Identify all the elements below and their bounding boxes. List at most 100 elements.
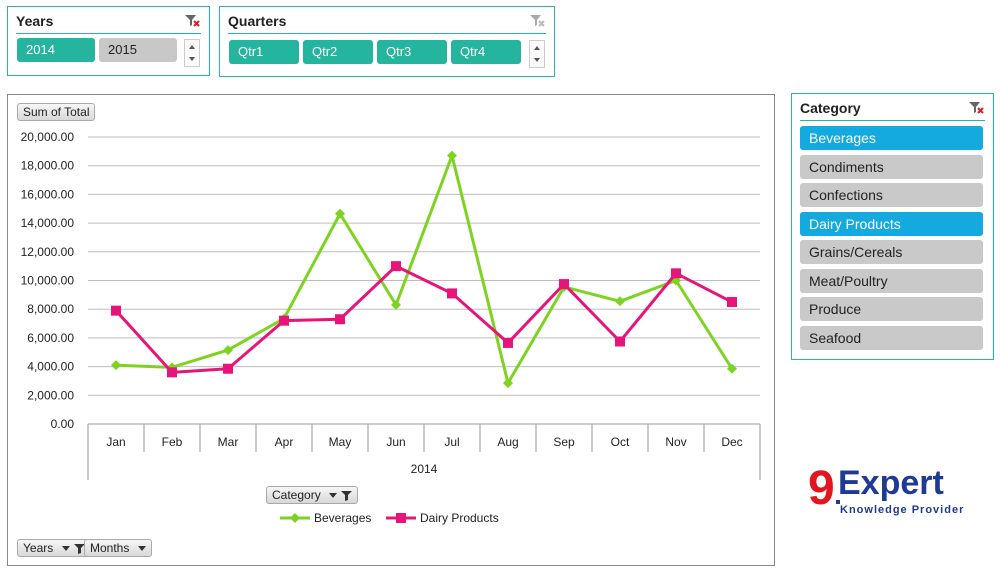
dropdown-icon [137,546,146,552]
quarters-slicer-header: Quarters [228,11,546,34]
y-tick-label: 18,000.00 [21,159,75,173]
category-produce-button[interactable]: Produce [800,297,983,321]
x-tick-label: Feb [162,435,183,449]
category-meat-poultry-button[interactable]: Meat/Poultry [800,269,983,293]
x-tick-label: Jul [444,435,459,449]
data-point-marker [111,360,121,371]
months-axis-field-label: Months [90,541,130,555]
series-line [115,154,734,385]
years-axis-field-label: Years [23,541,54,555]
legend-label: Beverages [314,511,371,525]
data-point-marker [503,337,513,348]
y-tick-label: 0.00 [51,417,75,431]
category-confections-button[interactable]: Confections [800,183,983,207]
x-tick-label: Aug [497,435,518,449]
y-tick-label: 14,000.00 [21,216,75,230]
x-tick-label: Jan [106,435,125,449]
data-point-marker [503,378,513,389]
category-condiments-button[interactable]: Condiments [800,155,983,179]
data-point-marker [559,279,569,290]
y-tick-label: 2,000.00 [27,388,74,402]
years-scrollbar[interactable] [184,39,200,67]
quarters-slicer-title: Quarters [228,13,287,29]
legend-field-label: Category [272,488,321,502]
category-beverages-button[interactable]: Beverages [800,126,983,150]
data-point-marker [223,363,233,374]
data-point-marker [447,150,457,161]
x-tick-label: Dec [721,435,742,449]
data-point-marker [335,208,345,219]
pivot-chart: Sum of Total 0.00 2,000.00 4,000.00 6,000.0… [7,94,775,566]
data-point-marker [615,336,625,347]
data-point-marker [727,297,737,308]
data-point-marker [223,345,233,356]
quarter-qtr3-button[interactable]: Qtr3 [377,40,447,64]
y-tick-label: 8,000.00 [27,302,74,316]
quarter-qtr4-button[interactable]: Qtr4 [451,40,521,64]
y-tick-label: 10,000.00 [21,274,75,288]
data-point-marker [671,268,681,279]
months-axis-field-button[interactable]: Months [84,539,152,557]
dropdown-icon [61,546,70,552]
year-2015-button[interactable]: 2015 [99,38,177,62]
logo-brand: Expert [838,464,944,502]
filter-icon [341,491,353,502]
category-seafood-button[interactable]: Seafood [800,326,983,350]
y-tick-label: 6,000.00 [27,331,74,345]
value-field-button[interactable]: Sum of Total [17,103,96,121]
data-point-marker [727,363,737,374]
years-slicer: Years 2014 2015 [7,6,210,76]
data-point-marker [279,315,289,326]
dropdown-icon [329,493,338,499]
data-point-marker [447,288,457,299]
clear-filter-icon[interactable] [528,12,546,30]
years-slicer-title: Years [16,13,54,29]
x-tick-label: Jun [386,435,405,449]
scroll-up-icon[interactable] [189,45,195,49]
logo-prefix: 9 [808,462,835,515]
line-chart-plot: 0.00 2,000.00 4,000.00 6,000.00 8,000.00 10,0… [21,130,761,525]
quarters-scrollbar[interactable] [529,40,545,68]
clear-filter-icon[interactable] [183,12,201,30]
legend-marker [396,513,406,523]
data-point-marker [615,296,625,307]
scroll-down-icon[interactable] [189,57,195,61]
logo-tagline: Knowledge Provider [840,504,964,516]
category-slicer-title: Category [800,100,861,116]
y-tick-label: 4,000.00 [27,360,74,374]
series-line [114,264,733,374]
y-tick-label: 16,000.00 [21,187,75,201]
y-tick-label: 20,000.00 [21,130,75,144]
x-tick-label: Sep [553,435,575,449]
data-point-marker [111,305,121,316]
legend-marker [290,513,300,523]
quarter-qtr2-button[interactable]: Qtr2 [303,40,373,64]
x-tick-label: Oct [611,435,630,449]
x-tick-label: Apr [275,435,294,449]
data-point-marker [167,367,177,378]
x-group-label: 2014 [411,462,438,476]
y-tick-label: 12,000.00 [21,245,75,259]
x-tick-label: May [329,435,352,449]
legend-field-button[interactable]: Category [266,486,359,504]
filter-icon [73,544,85,555]
data-point-marker [335,314,345,325]
category-dairy-products-button[interactable]: Dairy Products [800,212,983,236]
scroll-up-icon[interactable] [534,46,540,50]
years-slicer-header: Years [16,11,201,34]
9expert-logo: 9 Expert Knowledge Provider [806,462,976,522]
years-axis-field-button[interactable]: Years [17,539,91,557]
clear-filter-icon[interactable] [967,99,985,117]
scroll-down-icon[interactable] [534,58,540,62]
quarters-slicer: Quarters Qtr1 Qtr2 Qtr3 Qtr4 [219,6,555,77]
x-tick-label: Mar [218,435,239,449]
category-slicer: Category Beverages Condiments Confection… [791,93,994,360]
category-grains-cereals-button[interactable]: Grains/Cereals [800,240,983,264]
legend-label: Dairy Products [420,511,499,525]
quarter-qtr1-button[interactable]: Qtr1 [229,40,299,64]
data-point-marker [391,261,401,272]
data-point-marker [391,299,401,310]
year-2014-button[interactable]: 2014 [17,38,95,62]
category-slicer-header: Category [800,98,985,121]
x-tick-label: Nov [665,435,686,449]
